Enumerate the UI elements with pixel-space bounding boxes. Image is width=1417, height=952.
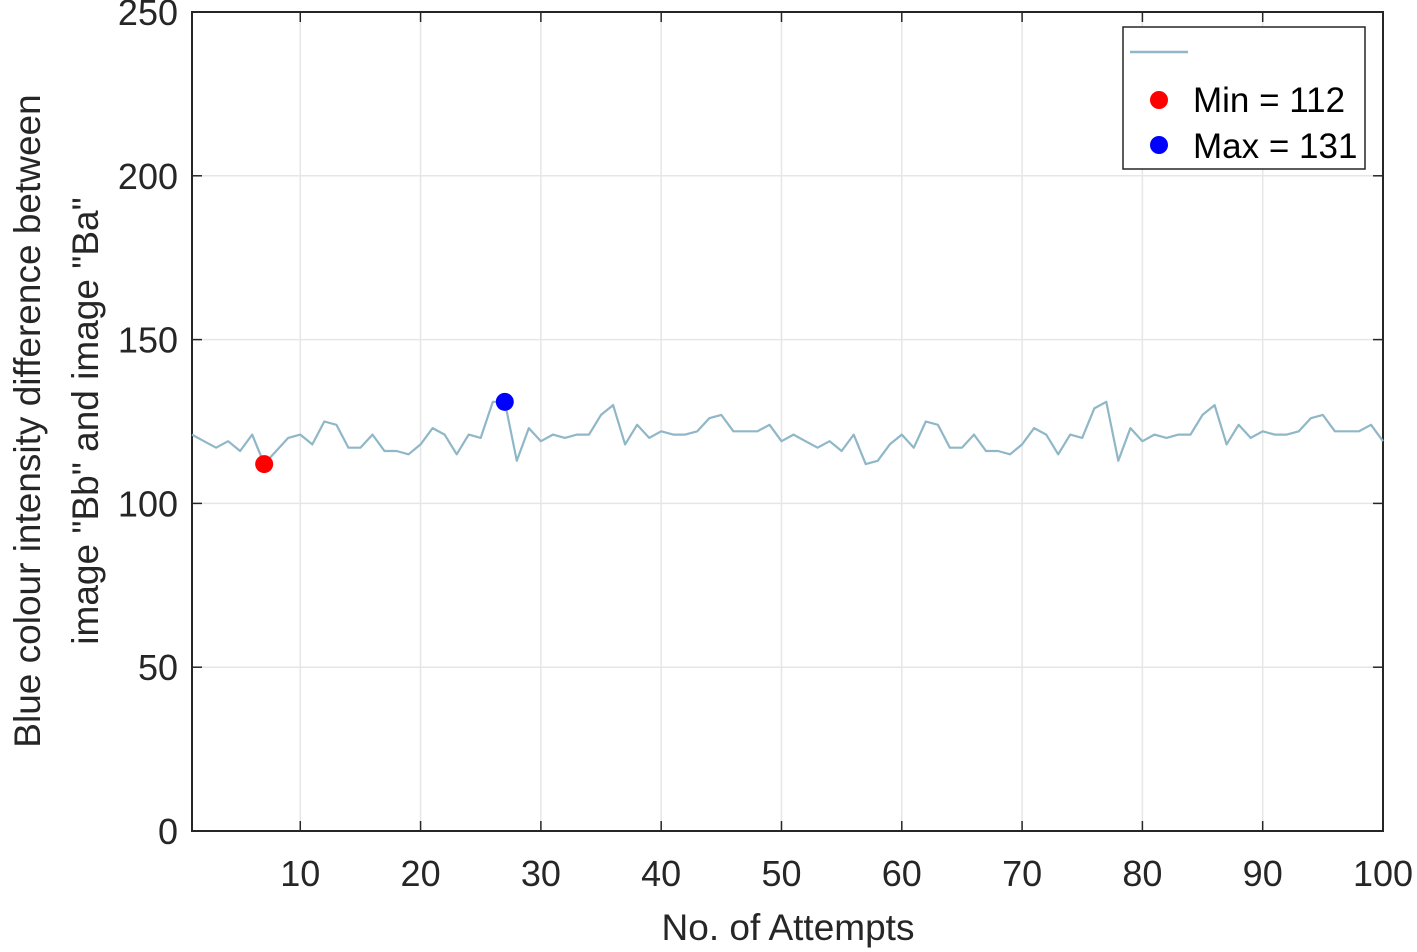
marker-layer	[255, 392, 514, 474]
plot-frame	[191, 11, 1384, 832]
y-axis-title-line-1: Blue colour intensity difference between	[7, 94, 48, 747]
y-tick-label: 250	[118, 0, 178, 33]
tick-marks	[192, 11, 1384, 832]
min-marker	[255, 455, 274, 474]
y-axis-title: Blue colour intensity difference between…	[7, 94, 106, 747]
y-axis-title-line-2: image "Bb" and image "Ba"	[65, 197, 106, 644]
legend-min-marker	[1150, 91, 1168, 109]
series-layer	[191, 400, 1384, 466]
y-tick-label: 50	[138, 647, 178, 688]
series-line	[191, 400, 1384, 466]
legend-max-label: Max = 131	[1193, 127, 1357, 166]
x-tick-label: 70	[1002, 853, 1042, 894]
x-tick-label: 10	[280, 853, 320, 894]
x-tick-label: 90	[1243, 853, 1283, 894]
x-axis-title: No. of Attempts	[662, 907, 915, 948]
y-tick-label: 200	[118, 156, 178, 197]
legend: Min = 112 Max = 131	[1122, 26, 1366, 170]
y-tick-label: 150	[118, 320, 178, 361]
x-tick-label: 100	[1353, 853, 1413, 894]
x-tick-label: 50	[761, 853, 801, 894]
legend-min-label: Min = 112	[1193, 81, 1345, 120]
y-tick-label: 0	[158, 811, 178, 852]
x-tick-label: 40	[641, 853, 681, 894]
y-tick-label: 100	[118, 483, 178, 524]
max-marker	[495, 392, 514, 411]
x-tick-label: 30	[521, 853, 561, 894]
x-tick-label: 80	[1122, 853, 1162, 894]
y-tick-labels: 0 50 100 150 200 250	[118, 0, 178, 852]
x-tick-label: 60	[882, 853, 922, 894]
x-tick-labels: 10 20 30 40 50 60 70 80 90 100	[280, 853, 1413, 894]
legend-max-marker	[1150, 136, 1168, 154]
x-tick-label: 20	[401, 853, 441, 894]
